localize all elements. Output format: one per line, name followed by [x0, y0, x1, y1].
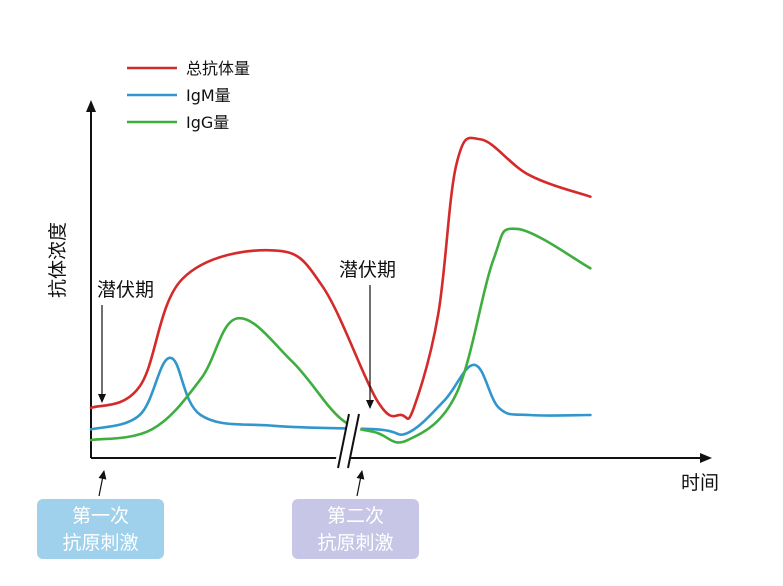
- x-axis-arrow: [700, 453, 712, 463]
- first-stimulus-box: 第一次 抗原刺激: [37, 499, 164, 559]
- legend-label-igm: IgM量: [186, 86, 231, 105]
- first-stimulus-line1: 第一次: [71, 505, 129, 527]
- series-igg-line: [89, 227, 592, 444]
- second-stimulus-box: 第二次 抗原刺激: [292, 499, 419, 559]
- legend: 总抗体量 IgM量 IgG量: [127, 59, 250, 132]
- legend-label-total: 总抗体量: [186, 59, 250, 78]
- y-axis-label: 抗体浓度: [47, 222, 69, 298]
- latency-label-1: 潜伏期: [97, 279, 154, 301]
- stimulus-arrow-2: [356, 470, 365, 497]
- x-axis-label: 时间: [681, 472, 719, 494]
- legend-label-igg: IgG量: [186, 113, 229, 132]
- series-igm-line: [89, 356, 592, 437]
- stimulus-arrow-1: [98, 470, 107, 497]
- axis-break-mark: [332, 413, 364, 475]
- series-total-antibody-line: [89, 136, 592, 420]
- first-stimulus-line2: 抗原刺激: [62, 532, 139, 554]
- latency-label-2: 潜伏期: [339, 259, 396, 281]
- second-stimulus-line2: 抗原刺激: [317, 532, 394, 554]
- y-axis-arrow: [86, 100, 96, 112]
- second-stimulus-line1: 第二次: [326, 505, 384, 527]
